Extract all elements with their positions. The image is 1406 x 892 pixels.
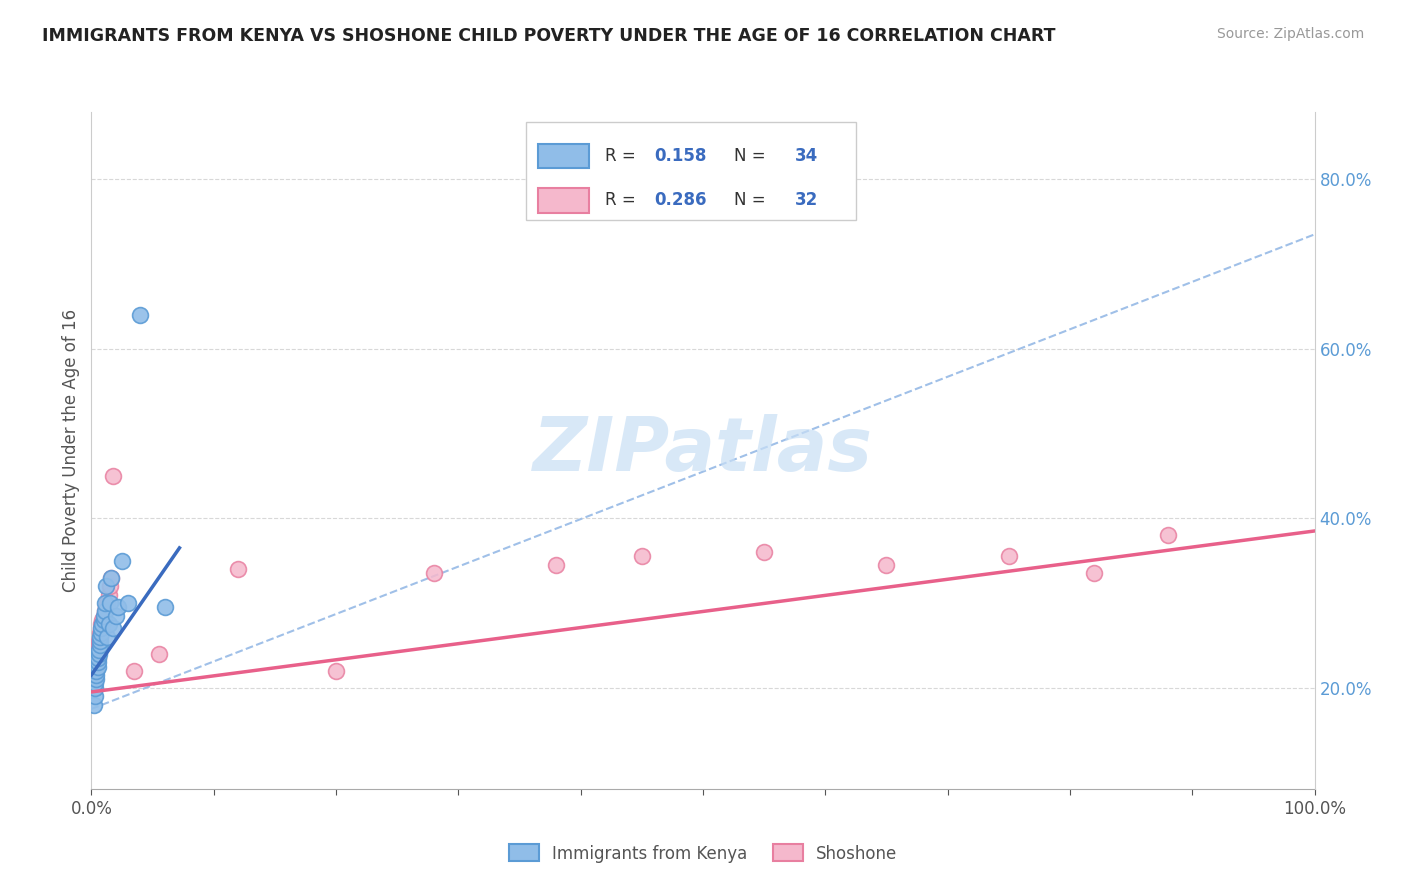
Point [91, 617, 114, 632]
Point [100, 571, 122, 585]
Point [90, 625, 112, 640]
Point [104, 608, 127, 623]
Point [111, 553, 134, 568]
Point [89, 639, 111, 653]
Text: R =: R = [605, 147, 641, 165]
Point [103, 469, 125, 483]
FancyBboxPatch shape [526, 121, 856, 220]
Point [87, 639, 110, 653]
Point [325, 664, 347, 678]
Point [631, 549, 654, 564]
Text: R =: R = [605, 191, 641, 210]
Point [90, 621, 112, 635]
Text: 34: 34 [794, 147, 818, 165]
Point [103, 621, 125, 635]
Point [100, 571, 122, 585]
Point [754, 545, 776, 559]
Point [87, 647, 110, 661]
Point [89, 634, 111, 648]
Point [94, 605, 117, 619]
Point [90, 621, 112, 635]
Point [84, 673, 107, 687]
Point [129, 308, 152, 322]
Point [86, 642, 108, 657]
Point [90, 617, 112, 632]
Point [1083, 566, 1105, 581]
Point [84, 681, 107, 695]
Point [148, 647, 170, 661]
Point [84, 676, 107, 690]
Point [84, 664, 107, 678]
Point [97, 588, 120, 602]
Point [226, 562, 249, 576]
Point [86, 651, 108, 665]
Point [98, 579, 121, 593]
Point [94, 596, 117, 610]
Legend: Immigrants from Kenya, Shoshone: Immigrants from Kenya, Shoshone [502, 838, 904, 869]
Text: N =: N = [734, 191, 770, 210]
Point [84, 689, 107, 703]
Text: IMMIGRANTS FROM KENYA VS SHOSHONE CHILD POVERTY UNDER THE AGE OF 16 CORRELATION : IMMIGRANTS FROM KENYA VS SHOSHONE CHILD … [42, 27, 1056, 45]
Point [423, 566, 446, 581]
Text: 32: 32 [794, 191, 818, 210]
Point [84, 659, 107, 673]
Text: ZIPatlas: ZIPatlas [533, 414, 873, 487]
Text: 0.286: 0.286 [654, 191, 707, 210]
Point [86, 651, 108, 665]
Point [107, 600, 129, 615]
Point [93, 608, 115, 623]
Point [84, 664, 107, 678]
Point [83, 698, 105, 712]
Point [94, 605, 117, 619]
Text: Source: ZipAtlas.com: Source: ZipAtlas.com [1216, 27, 1364, 41]
FancyBboxPatch shape [538, 188, 589, 212]
Point [93, 613, 115, 627]
Point [87, 642, 110, 657]
Point [97, 617, 120, 632]
Point [875, 558, 898, 572]
Point [86, 655, 108, 669]
Point [94, 579, 117, 593]
Point [1157, 528, 1180, 542]
FancyBboxPatch shape [538, 144, 589, 169]
Point [86, 659, 108, 673]
Point [89, 630, 111, 644]
Point [84, 655, 107, 669]
Point [94, 600, 117, 615]
Point [546, 558, 568, 572]
Point [93, 608, 115, 623]
Point [84, 668, 107, 682]
Point [87, 634, 110, 648]
Point [98, 596, 121, 610]
Text: N =: N = [734, 147, 770, 165]
Point [96, 596, 118, 610]
Point [91, 613, 114, 627]
Text: 0.158: 0.158 [654, 147, 706, 165]
Point [122, 664, 145, 678]
Point [89, 625, 111, 640]
Point [117, 596, 139, 610]
Point [96, 630, 118, 644]
Point [998, 549, 1021, 564]
Point [89, 630, 111, 644]
Point [153, 600, 176, 615]
Y-axis label: Child Poverty Under the Age of 16: Child Poverty Under the Age of 16 [62, 309, 80, 592]
